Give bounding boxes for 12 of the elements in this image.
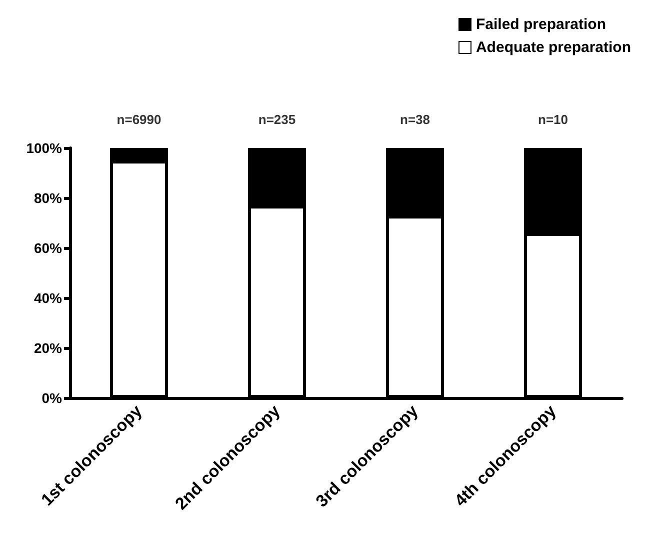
annotation: n=6990: [116, 112, 162, 127]
y-tick-label: 40%: [34, 290, 63, 306]
y-tick-label: 80%: [34, 190, 63, 206]
legend-label: Adequate preparation: [476, 39, 632, 56]
y-tick-label: 60%: [34, 240, 63, 256]
annotation: n=10: [538, 112, 568, 127]
y-tick-label: 0%: [42, 390, 63, 406]
annotation: n=235: [258, 112, 296, 127]
annotation: n=38: [400, 112, 430, 127]
y-tick-label: 100%: [26, 140, 63, 156]
legend-label: Failed preparation: [476, 16, 606, 33]
y-tick-label: 20%: [34, 340, 63, 356]
